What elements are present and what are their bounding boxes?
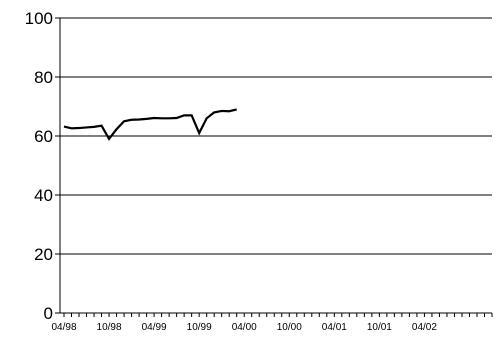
y-tick-label: 60 [34, 127, 53, 146]
y-tick-label: 80 [34, 68, 53, 87]
series-line [63, 108, 237, 141]
x-tick-label: 04/02 [412, 322, 437, 333]
x-tick-label: 10/01 [367, 322, 392, 333]
x-tick-label: 10/99 [187, 322, 212, 333]
x-tick-label: 10/98 [97, 322, 122, 333]
x-tick-label: 10/00 [277, 322, 302, 333]
y-tick-label: 20 [34, 245, 53, 264]
y-tick-label: 40 [34, 186, 53, 205]
x-tick-label: 04/01 [322, 322, 347, 333]
x-tick-label: 04/98 [51, 322, 76, 333]
y-tick-label: 0 [44, 304, 53, 323]
x-tick-label: 04/00 [232, 322, 257, 333]
y-tick-label: 100 [25, 9, 53, 28]
x-tick-label: 04/99 [142, 322, 167, 333]
